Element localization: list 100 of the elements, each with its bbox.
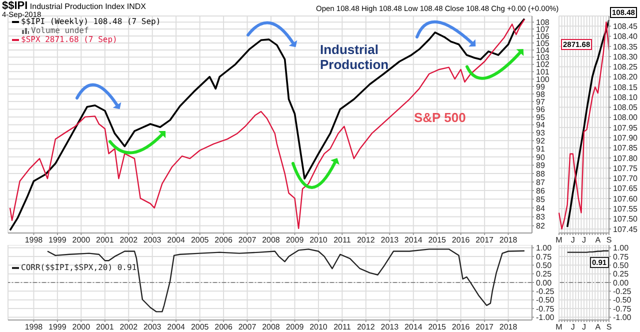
x-tick-label: 2009 [286, 322, 304, 332]
y-tick-label: 107.45 [613, 224, 638, 234]
x-tick-label: 2006 [214, 322, 233, 332]
x-tick-label: A [595, 322, 602, 332]
y-tick-label: -0.25 [536, 287, 555, 296]
y-tick-label: 97 [536, 97, 546, 106]
x-tick-label: 2001 [96, 236, 114, 245]
y-tick-label: 107.55 [613, 204, 638, 214]
y-tick-label: 82 [536, 222, 546, 231]
y-tick-label: 0.75 [613, 252, 630, 262]
x-tick-label: 2003 [143, 322, 162, 332]
y-tick-label: -0.25 [613, 287, 632, 296]
x-tick-label: 2000 [72, 236, 91, 245]
x-tick-label: 2005 [190, 322, 210, 332]
y-tick-label: 89 [536, 161, 546, 170]
y-tick-label: 0.50 [536, 260, 552, 270]
chart-title: $$IPI Industrial Production Index INDX [2, 0, 146, 12]
legend-label: $SPX 2871.68 (7 Sep) [21, 35, 118, 44]
y-tick-label: 107 [536, 24, 550, 34]
y-tick-label: 107.50 [613, 214, 638, 224]
y-tick-label: 0.25 [536, 270, 552, 279]
y-tick-label: 107.70 [613, 174, 638, 184]
x-tick-label: 2006 [214, 236, 233, 245]
x-tick-label: 2013 [380, 322, 400, 332]
y-tick-label: 108.00 [613, 113, 638, 122]
y-tick-label: 0.00 [536, 278, 552, 288]
y-tick-label: 105 [536, 38, 550, 48]
x-tick-label: 2002 [120, 236, 138, 245]
x-tick-label: 2014 [404, 322, 423, 332]
y-tick-label: 91 [536, 144, 546, 154]
y-tick-label: 108.20 [613, 72, 638, 82]
legend-label: CORR($$IPI,$SPX,20) 0.91 [21, 263, 137, 272]
y-tick-label: 108.40 [613, 32, 638, 42]
y-tick-label: 108.25 [613, 62, 638, 72]
x-tick-label: J [582, 236, 586, 245]
x-tick-label: 2007 [238, 322, 257, 332]
x-tick-label: 2008 [262, 236, 280, 245]
x-tick-label: 2007 [238, 236, 257, 245]
y-tick-label: 107.95 [613, 123, 638, 132]
y-tick-label: 0.75 [536, 252, 552, 262]
x-tick-label: 2001 [96, 322, 114, 332]
y-tick-label: 1.00 [613, 244, 630, 253]
x-tick-label: 2011 [334, 236, 352, 245]
x-tick-label: 2016 [452, 236, 470, 245]
y-tick-label: 107.85 [613, 144, 638, 153]
y-tick-label: 104 [536, 46, 550, 55]
y-tick-label: 95 [536, 112, 546, 122]
x-tick-label: 2015 [428, 236, 447, 245]
annotation: S&P 500 [414, 110, 466, 125]
y-tick-label: 108 [536, 18, 550, 27]
y-tick-label: 107.75 [613, 164, 638, 173]
x-tick-label: M [556, 236, 563, 245]
y-tick-label: 103 [536, 53, 550, 62]
y-tick-label: 99 [536, 82, 546, 92]
y-tick-label: 1.00 [536, 244, 552, 253]
x-tick-label: 2012 [356, 322, 376, 332]
annotation: Industrial Production [320, 42, 390, 72]
x-tick-label: 2004 [167, 322, 186, 332]
x-tick-label: 2005 [190, 236, 210, 245]
x-tick-label: 2014 [404, 236, 423, 245]
x-tick-label: 2011 [334, 322, 352, 332]
y-tick-label: 83 [536, 212, 546, 222]
x-tick-label: 2018 [499, 322, 518, 332]
y-tick-label: 85 [536, 195, 546, 204]
x-tick-label: S [606, 236, 612, 245]
y-tick-label: 0.00 [613, 278, 630, 288]
y-tick-label: -0.50 [536, 296, 555, 305]
y-tick-label: 108.15 [613, 82, 638, 92]
y-tick-label: 101 [536, 68, 550, 77]
x-tick-label: 2010 [310, 236, 328, 245]
y-tick-label: 107.80 [613, 154, 638, 163]
y-tick-label: -0.50 [613, 296, 632, 305]
y-tick-label: 0.50 [613, 260, 630, 270]
x-tick-label: 2017 [476, 236, 494, 245]
x-tick-label: 2013 [380, 236, 400, 245]
x-tick-label: 1999 [48, 322, 67, 332]
y-tick-label: 98 [536, 90, 546, 99]
x-tick-label: 2003 [143, 236, 162, 245]
x-tick-label: 2009 [286, 236, 304, 245]
x-tick-label: 2015 [428, 322, 447, 332]
y-tick-label: -1.00 [536, 313, 555, 322]
x-tick-label: 2012 [356, 236, 376, 245]
x-tick-label: S [606, 322, 612, 332]
x-tick-label: J [570, 322, 575, 332]
annotation: Volume undef [31, 26, 89, 35]
x-tick-label: 2004 [167, 236, 186, 245]
x-tick-label: 2016 [452, 322, 470, 332]
y-tick-label: 94 [536, 120, 546, 130]
y-tick-label: 93 [536, 128, 546, 138]
legend-label: $$IPI (Weekly) 108.48 (7 Sep) [21, 17, 161, 26]
x-tick-label: 2010 [310, 322, 328, 332]
x-tick-label: 1998 [24, 322, 44, 332]
y-tick-label: 87 [536, 178, 546, 187]
x-tick-label: J [570, 236, 575, 245]
x-tick-label: 2017 [476, 322, 494, 332]
y-tick-label: 88 [536, 169, 546, 178]
y-tick-label: -0.75 [613, 304, 632, 314]
y-tick-label: 108.10 [613, 92, 638, 102]
y-tick-label: 108.45 [613, 22, 638, 31]
y-tick-label: 107.90 [613, 134, 638, 143]
